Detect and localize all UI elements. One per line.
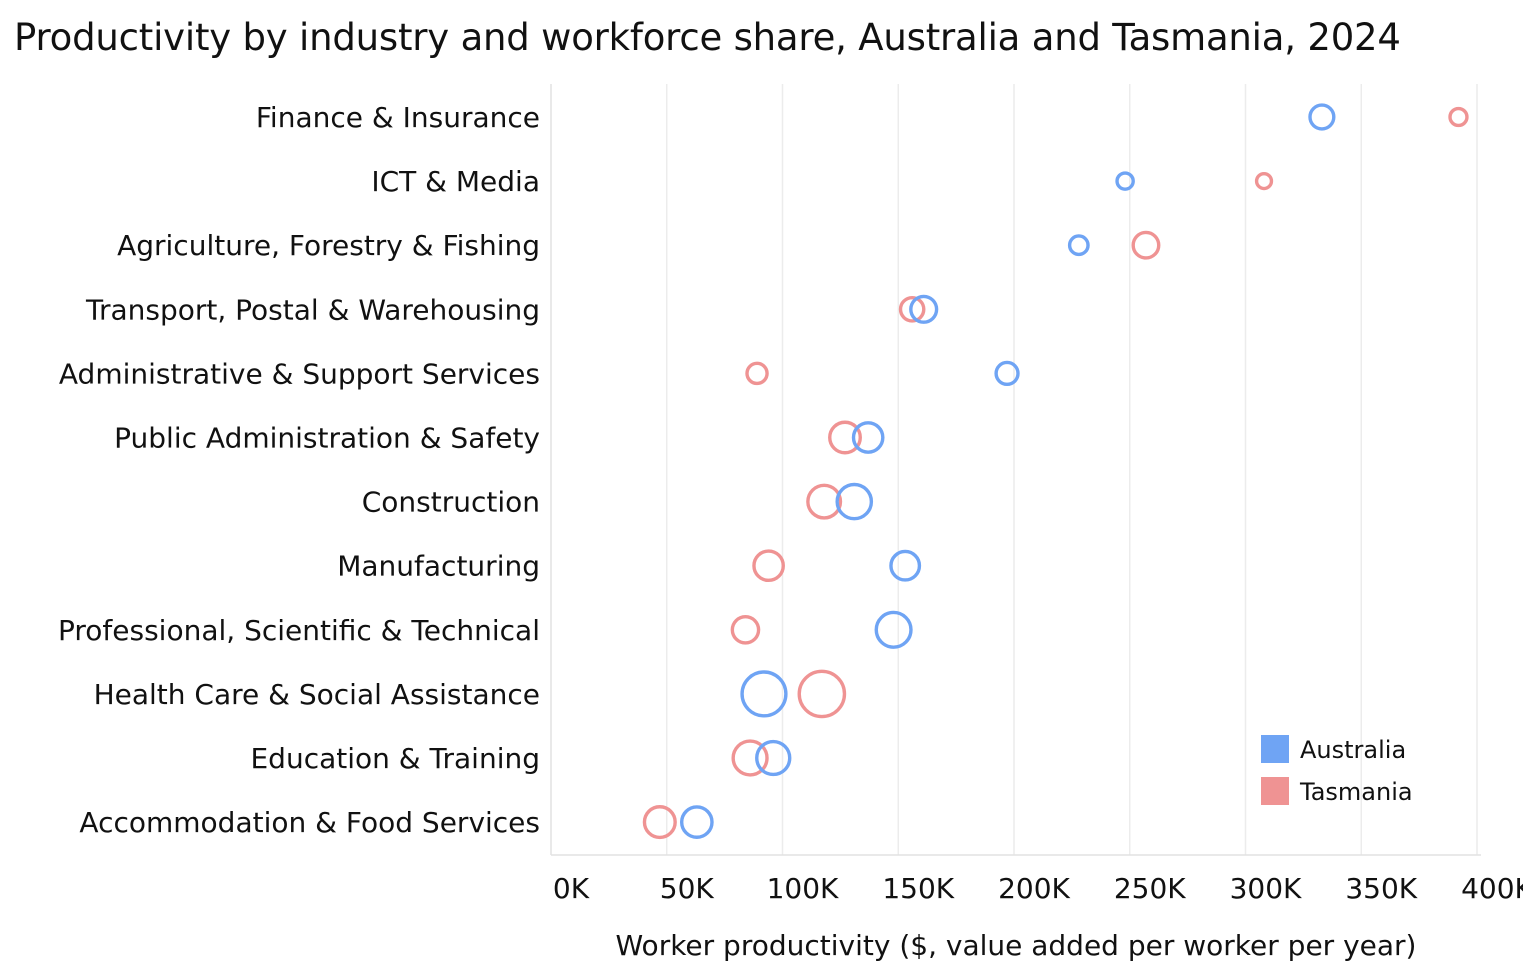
bubble-tasmania	[1131, 230, 1161, 260]
category-label: Construction	[362, 486, 540, 519]
bubble-tasmania	[731, 739, 769, 777]
category-label: Public Administration & Safety	[114, 422, 540, 455]
bubble-tasmania	[828, 420, 862, 455]
bubble-tasmania	[642, 805, 677, 840]
category-label: Education & Training	[250, 742, 540, 775]
x-tick-label: 0K	[553, 872, 590, 905]
category-label: Accommodation & Food Services	[79, 806, 540, 839]
category-label: Administrative & Support Services	[59, 357, 540, 390]
category-label: Agriculture, Forestry & Fishing	[117, 229, 540, 262]
x-tick-label: 350K	[1345, 872, 1417, 905]
category-label: ICT & Media	[371, 165, 540, 198]
category-label: Professional, Scientific & Technical	[58, 614, 540, 647]
bubbles	[642, 103, 1469, 840]
bubble-australia	[755, 739, 792, 777]
category-label: Transport, Postal & Warehousing	[85, 293, 540, 326]
x-tick-label: 100K	[767, 872, 839, 905]
bubble-australia	[1115, 171, 1135, 191]
x-tick-label: 300K	[1230, 872, 1302, 905]
bubble-tasmania	[752, 549, 785, 583]
bubble-tasmania	[1254, 171, 1274, 191]
x-tick-labels: 0K 50K 100K 150K 200K 250K 300K 350K 400K	[553, 872, 1523, 905]
x-tick-label: 400K	[1461, 872, 1523, 905]
bubble-australia	[874, 610, 913, 649]
x-tick-label: 50K	[660, 872, 715, 905]
legend-label-tasmania: Tasmania	[1299, 778, 1413, 806]
gridlines	[666, 84, 1478, 855]
category-label: Finance & Insurance	[256, 101, 540, 134]
axes	[550, 84, 1481, 856]
legend: Australia Tasmania	[1261, 735, 1413, 806]
bubble-australia	[835, 482, 874, 521]
legend-swatch-tasmania	[1261, 777, 1289, 805]
bubble-australia	[889, 549, 922, 582]
bubble-australia	[1067, 234, 1090, 257]
bubble-tasmania	[806, 483, 843, 520]
bubble-tasmania	[797, 669, 847, 719]
category-label: Health Care & Social Assistance	[94, 678, 540, 711]
x-tick-label: 200K	[998, 872, 1070, 905]
bubble-tasmania	[1448, 106, 1469, 128]
category-label: Manufacturing	[337, 550, 540, 583]
bubble-australia	[909, 294, 939, 324]
x-tick-label: 150K	[882, 872, 954, 905]
bubble-australia	[994, 360, 1020, 387]
x-tick-label: 250K	[1114, 872, 1186, 905]
bubble-australia	[851, 421, 885, 454]
bubble-australia	[1308, 103, 1336, 131]
bubble-tasmania	[730, 614, 761, 645]
bubble-australia	[740, 670, 788, 718]
chart-title: Productivity by industry and workforce s…	[14, 16, 1401, 59]
legend-swatch-australia	[1261, 735, 1289, 763]
x-axis-title: Worker productivity ($, value added per …	[616, 929, 1417, 962]
bubble-tasmania	[898, 295, 926, 323]
bubble-tasmania	[745, 361, 769, 386]
bubble-australia	[679, 805, 714, 839]
legend-label-australia: Australia	[1300, 736, 1406, 764]
category-labels: Finance & Insurance ICT & Media Agricultur…	[58, 101, 540, 839]
